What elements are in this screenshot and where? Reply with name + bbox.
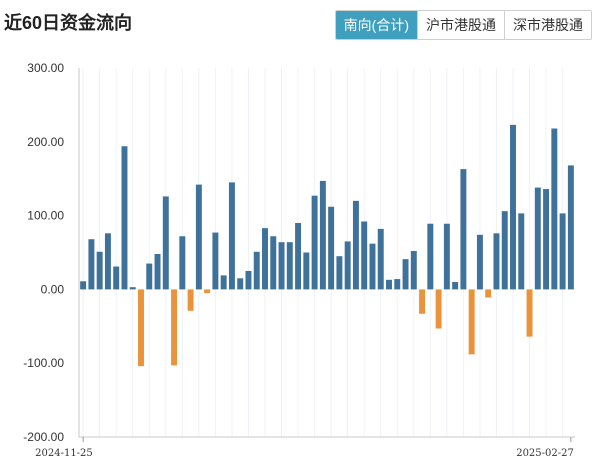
y-tick-label: 0.00 bbox=[41, 282, 65, 296]
bar-outflow[interactable] bbox=[204, 289, 211, 294]
bar-inflow[interactable] bbox=[402, 259, 409, 290]
bar-inflow[interactable] bbox=[113, 266, 120, 290]
bar-inflow[interactable] bbox=[96, 251, 103, 290]
chart-axes bbox=[78, 68, 575, 442]
bar-inflow[interactable] bbox=[80, 281, 87, 290]
bar-inflow[interactable] bbox=[195, 184, 202, 290]
chart-axis-labels: 300.00 200.00 100.00 0.00 -100.00 -200.00 2024… bbox=[23, 61, 574, 459]
bar-inflow[interactable] bbox=[518, 213, 525, 290]
bar-inflow[interactable] bbox=[212, 232, 219, 290]
bar-outflow[interactable] bbox=[187, 289, 194, 311]
bar-inflow[interactable] bbox=[452, 282, 459, 290]
bar-inflow[interactable] bbox=[270, 236, 277, 290]
bar-inflow[interactable] bbox=[311, 195, 318, 290]
bar-outflow[interactable] bbox=[171, 289, 178, 366]
chart-bars bbox=[80, 124, 574, 367]
bar-inflow[interactable] bbox=[262, 228, 268, 290]
bar-inflow[interactable] bbox=[253, 251, 260, 290]
x-tick-label: 2025-02-27 bbox=[516, 448, 574, 459]
bar-inflow[interactable] bbox=[427, 223, 434, 290]
bar-outflow[interactable] bbox=[419, 289, 426, 314]
bar-inflow[interactable] bbox=[567, 165, 574, 290]
tab-shanghai-connect[interactable]: 沪市港股通 bbox=[417, 11, 504, 39]
bar-inflow[interactable] bbox=[228, 182, 235, 290]
bar-inflow[interactable] bbox=[344, 241, 351, 290]
bar-inflow[interactable] bbox=[303, 252, 310, 290]
bar-inflow[interactable] bbox=[551, 128, 558, 290]
bar-inflow[interactable] bbox=[104, 233, 111, 290]
tab-shenzhen-connect[interactable]: 深市港股通 bbox=[504, 11, 591, 39]
y-tick-label: -100.00 bbox=[23, 356, 64, 370]
bar-inflow[interactable] bbox=[534, 187, 541, 290]
tab-southbound-total[interactable]: 南向(合计) bbox=[335, 11, 417, 39]
bar-inflow[interactable] bbox=[162, 196, 169, 290]
x-tick-label: 2024-11-25 bbox=[35, 448, 93, 459]
bar-inflow[interactable] bbox=[179, 236, 186, 290]
bar-inflow[interactable] bbox=[336, 256, 343, 290]
bar-inflow[interactable] bbox=[501, 211, 508, 290]
bar-inflow[interactable] bbox=[121, 146, 128, 290]
bar-inflow[interactable] bbox=[559, 213, 566, 290]
market-tab-group: 南向(合计) 沪市港股通 深市港股通 bbox=[334, 10, 592, 40]
bar-outflow[interactable] bbox=[526, 289, 533, 337]
y-tick-label: 200.00 bbox=[27, 135, 64, 149]
bar-inflow[interactable] bbox=[220, 275, 227, 290]
bar-inflow[interactable] bbox=[237, 278, 244, 290]
bar-inflow[interactable] bbox=[129, 287, 136, 290]
bar-inflow[interactable] bbox=[146, 263, 153, 290]
bar-inflow[interactable] bbox=[377, 228, 384, 290]
bar-inflow[interactable] bbox=[286, 242, 293, 290]
bar-inflow[interactable] bbox=[88, 239, 95, 290]
bar-inflow[interactable] bbox=[245, 270, 252, 290]
bar-inflow[interactable] bbox=[543, 189, 550, 290]
y-tick-label: 300.00 bbox=[27, 61, 64, 75]
bar-outflow[interactable] bbox=[468, 289, 475, 355]
bar-inflow[interactable] bbox=[278, 242, 285, 290]
bar-inflow[interactable] bbox=[369, 243, 376, 290]
bar-inflow[interactable] bbox=[295, 222, 302, 290]
bar-inflow[interactable] bbox=[410, 251, 417, 290]
bar-inflow[interactable] bbox=[394, 279, 401, 290]
bar-outflow[interactable] bbox=[435, 289, 442, 329]
bar-inflow[interactable] bbox=[443, 223, 450, 290]
bar-inflow[interactable] bbox=[328, 206, 335, 290]
y-tick-label: 100.00 bbox=[27, 209, 64, 223]
page-title: 近60日资金流向 bbox=[4, 13, 133, 33]
y-tick-label: -200.00 bbox=[23, 430, 64, 444]
chart-grid bbox=[82, 68, 564, 437]
bar-inflow[interactable] bbox=[386, 279, 392, 290]
bar-inflow[interactable] bbox=[476, 234, 483, 290]
bar-inflow[interactable] bbox=[361, 221, 368, 290]
bar-inflow[interactable] bbox=[154, 253, 161, 290]
bar-inflow[interactable] bbox=[510, 124, 516, 290]
bar-outflow[interactable] bbox=[138, 289, 144, 367]
bar-inflow[interactable] bbox=[460, 169, 467, 290]
bar-inflow[interactable] bbox=[493, 233, 500, 290]
bar-inflow[interactable] bbox=[319, 180, 326, 290]
bar-inflow[interactable] bbox=[352, 200, 359, 290]
bar-outflow[interactable] bbox=[485, 289, 492, 298]
